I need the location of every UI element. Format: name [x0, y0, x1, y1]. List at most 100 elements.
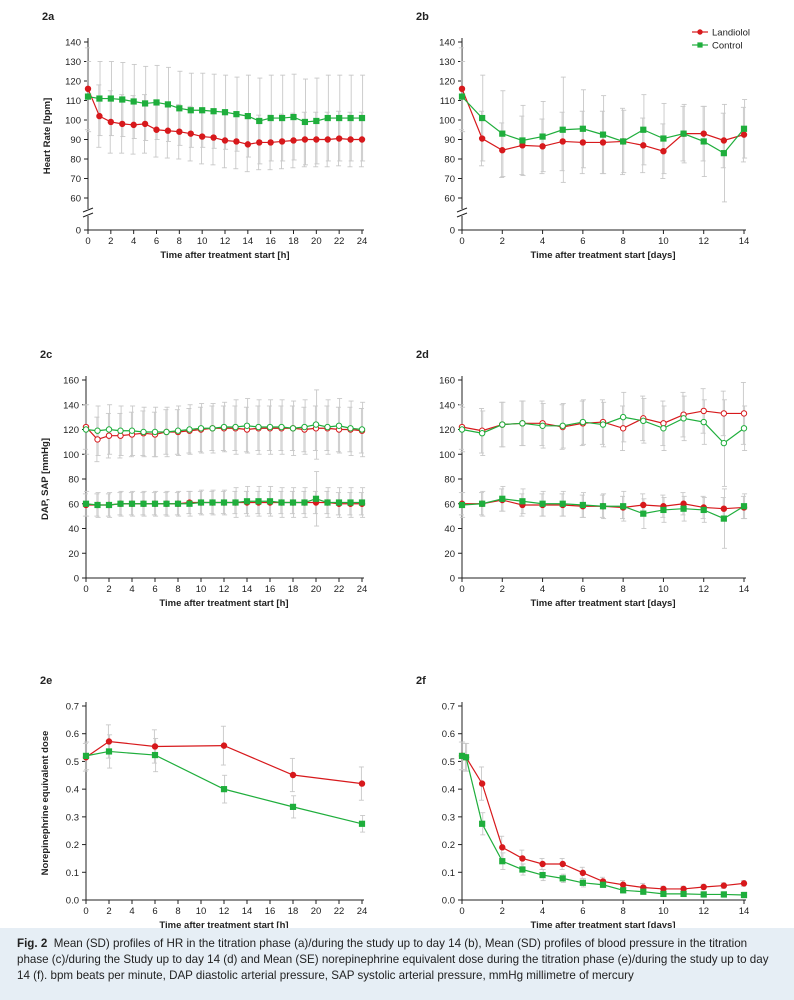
y-tick-label: 100 [439, 450, 455, 461]
data-point [233, 138, 240, 145]
data-point [599, 131, 607, 138]
data-point [84, 85, 92, 93]
data-point [559, 500, 566, 507]
data-point [266, 498, 274, 505]
x-axis-label: Time after treatment start [days] [530, 598, 675, 609]
data-point [720, 882, 728, 889]
x-tick-label: 10 [658, 236, 669, 247]
panel-label: 2f [416, 675, 426, 687]
data-point [479, 820, 486, 827]
y-axis-label: Norepinephrine equivalent dose [40, 731, 51, 876]
x-tick-label: 6 [152, 906, 157, 917]
data-point [117, 500, 124, 507]
data-point [128, 500, 136, 507]
data-point [347, 425, 354, 432]
data-point [221, 109, 229, 116]
y-tick-label: 40 [444, 524, 455, 535]
y-tick-label: 130 [65, 57, 81, 68]
y-tick-label: 60 [70, 194, 81, 205]
data-point [313, 117, 320, 125]
data-point [255, 498, 262, 505]
data-point [105, 426, 113, 433]
data-point [579, 501, 586, 509]
data-point [336, 114, 343, 122]
data-point [324, 423, 331, 431]
y-tick-label: 40 [68, 524, 79, 535]
data-point [579, 418, 587, 426]
x-tick-label: 2 [108, 236, 113, 247]
x-axis-label: Time after treatment start [days] [530, 920, 675, 928]
data-point [619, 881, 627, 888]
y-tick-label: 70 [70, 174, 81, 185]
y-tick-label: 0.7 [442, 702, 455, 713]
data-point [187, 107, 194, 114]
data-point [176, 105, 183, 112]
data-point [140, 428, 147, 436]
data-point [700, 506, 707, 514]
data-point [660, 135, 667, 142]
data-point [358, 780, 366, 787]
x-tick-label: 0 [83, 906, 88, 917]
x-tick-label: 2 [106, 584, 111, 595]
panel-2d: 2d 0 20 40 60 80 100 120 140 160 0 2 4 6 8 10 12 14 Time a… [416, 349, 749, 609]
panel-2f: 2f 0.0 0.1 0.2 0.3 0.4 0.5 0.6 0.7 0 2 4 6 8 10 12 14 Tim… [416, 675, 749, 928]
y-tick-label: 100 [63, 450, 79, 461]
series-line-landiolol [87, 88, 362, 145]
data-point [164, 127, 172, 134]
data-point [266, 423, 274, 431]
x-tick-label: 4 [540, 236, 545, 247]
data-point [458, 426, 466, 433]
y-tick-label: 60 [68, 499, 79, 510]
axis-break-mark [82, 207, 94, 213]
data-point [740, 125, 748, 132]
data-point [499, 495, 506, 502]
caption-text: Mean (SD) profiles of HR in the titratio… [17, 937, 769, 983]
data-point [210, 108, 217, 115]
y-tick-label: 0.1 [442, 868, 455, 879]
data-point [220, 423, 228, 431]
data-point [289, 425, 297, 432]
data-point [700, 138, 707, 145]
x-tick-label: 4 [129, 584, 134, 595]
y-tick-label: 120 [63, 425, 79, 436]
x-tick-label: 18 [288, 584, 299, 595]
x-tick-label: 4 [540, 906, 545, 917]
data-point [119, 96, 126, 103]
x-tick-label: 6 [580, 236, 585, 247]
y-axis-label: DAP, SAP [mmHg] [40, 438, 51, 520]
data-point [740, 425, 748, 432]
data-point [599, 503, 607, 510]
caption-background [0, 928, 794, 1000]
data-point [559, 422, 566, 429]
data-point [559, 126, 566, 133]
data-point [220, 786, 228, 793]
y-tick-label: 60 [444, 499, 455, 510]
y-tick-label: 90 [444, 135, 455, 146]
data-point [244, 141, 252, 148]
data-point [105, 501, 113, 509]
y-tick-label: 0.1 [66, 868, 79, 879]
data-point [324, 114, 331, 122]
data-point [197, 499, 205, 506]
x-tick-label: 10 [196, 906, 207, 917]
y-tick-label: 0.4 [442, 785, 455, 796]
data-point [140, 500, 147, 507]
data-point [347, 114, 354, 122]
x-tick-label: 2 [500, 236, 505, 247]
data-point [358, 136, 366, 143]
data-point [105, 738, 113, 745]
data-point [186, 426, 193, 433]
data-point [499, 147, 506, 154]
data-point [232, 423, 239, 431]
data-point [559, 875, 566, 882]
data-point [117, 427, 124, 434]
data-point [720, 150, 727, 157]
data-point [209, 425, 216, 432]
data-point [278, 423, 285, 431]
data-point [579, 125, 586, 132]
y-tick-label: 0 [450, 574, 455, 585]
data-point [660, 148, 667, 155]
data-point [680, 890, 687, 898]
x-axis-label: Time after treatment start [h] [159, 598, 288, 609]
data-point [163, 428, 170, 436]
